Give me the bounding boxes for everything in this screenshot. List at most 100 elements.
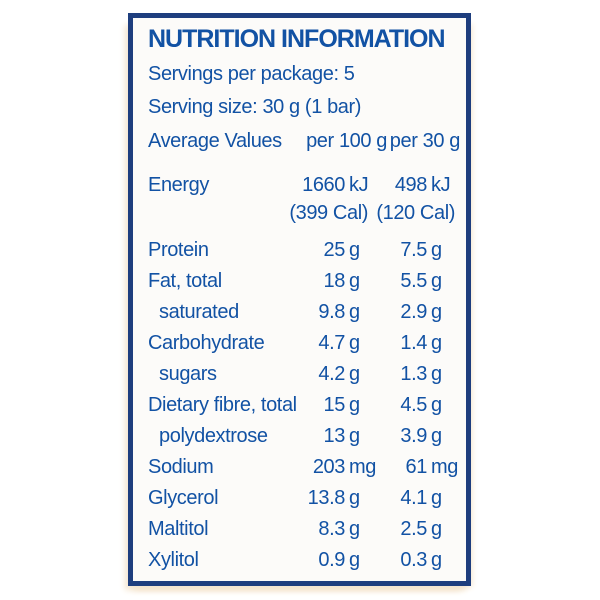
value-number: (399 Cal) xyxy=(289,202,368,224)
table-row: Protein 25 g 7.5 g xyxy=(148,235,455,266)
value-per-30g: 2.9 g xyxy=(368,297,455,328)
value-per-100g: 203 mg xyxy=(283,452,377,483)
table-row: Sodium 203 mg 61 mg xyxy=(148,452,459,483)
value-unit: g xyxy=(431,518,442,540)
value-per-100g: 18 g xyxy=(283,266,368,297)
table-row: sugars 4.2 g 1.3 g xyxy=(148,359,455,390)
value-per-100g: 8.3 g xyxy=(283,514,368,545)
value-number: 5.5 xyxy=(400,270,427,292)
row-label: Fat, total xyxy=(148,270,222,292)
value-unit: g xyxy=(431,363,442,385)
value-unit: g xyxy=(349,425,360,447)
value-number: 0.3 xyxy=(400,549,427,571)
value-unit: kJ xyxy=(431,174,451,196)
value-unit xyxy=(345,201,368,229)
value-per-30g: (120 Cal) xyxy=(368,201,455,229)
value-unit: g xyxy=(349,301,360,323)
value-number: 61 xyxy=(405,456,428,478)
value-number: 13 xyxy=(323,425,346,447)
value-per-30g: 0.3 g xyxy=(368,545,455,576)
value-number: 7.5 xyxy=(400,239,427,261)
row-label: Xylitol xyxy=(148,549,199,571)
value-per-30g: 4.5 g xyxy=(368,390,455,421)
table-row: Dietary fibre, total 15 g 4.5 g xyxy=(148,390,455,421)
value-per-30g: 4.1 g xyxy=(368,483,455,514)
value-unit: g xyxy=(431,394,442,416)
table-row: Energy 1660 kJ 498 kJ xyxy=(148,170,455,201)
value-per-100g: 1660 kJ xyxy=(283,170,369,201)
value-per-30g: 61 mg xyxy=(368,452,459,483)
value-number: 18 xyxy=(323,270,346,292)
table-row: Carbohydrate 4.7 g 1.4 g xyxy=(148,328,455,359)
value-unit: g xyxy=(431,239,442,261)
row-label: Glycerol xyxy=(148,487,219,509)
value-number: 25 xyxy=(323,239,346,261)
row-label: sugars xyxy=(159,363,217,385)
value-unit: kJ xyxy=(349,174,369,196)
value-per-30g: 2.5 g xyxy=(368,514,455,545)
value-unit xyxy=(427,201,455,229)
table-row: saturated 9.8 g 2.9 g xyxy=(148,297,455,328)
value-unit: g xyxy=(349,518,360,540)
value-number: 8.3 xyxy=(318,518,345,540)
value-number: 15 xyxy=(323,394,346,416)
value-unit: g xyxy=(431,270,442,292)
table-row: Fat, total 18 g 5.5 g xyxy=(148,266,455,297)
value-per-30g: 498 kJ xyxy=(368,170,455,201)
value-unit: g xyxy=(431,425,442,447)
value-unit: g xyxy=(349,363,360,385)
value-per-30g: 1.3 g xyxy=(368,359,455,390)
value-per-30g: 7.5 g xyxy=(368,235,455,266)
row-label: saturated xyxy=(159,301,239,323)
value-number: 1.3 xyxy=(400,363,427,385)
value-number: 2.9 xyxy=(400,301,427,323)
value-number: 3.9 xyxy=(400,425,427,447)
value-per-100g: 4.2 g xyxy=(283,359,368,390)
table-row: Maltitol 8.3 g 2.5 g xyxy=(148,514,455,545)
servings-per-package-line: Servings per package: 5 xyxy=(148,63,355,85)
value-number: 1660 xyxy=(302,174,345,196)
value-unit: g xyxy=(431,549,442,571)
value-unit: g xyxy=(431,487,442,509)
value-per-100g: (399 Cal) xyxy=(283,201,368,229)
value-per-100g: 9.8 g xyxy=(283,297,368,328)
value-per-100g: 15 g xyxy=(283,390,368,421)
table-row: polydextrose 13 g 3.9 g xyxy=(148,421,455,452)
value-per-100g: 13 g xyxy=(283,421,368,452)
table-row: (399 Cal) (120 Cal) xyxy=(148,201,455,229)
value-unit: g xyxy=(349,332,360,354)
nutrition-panel: NUTRITION INFORMATION Servings per packa… xyxy=(128,13,471,586)
column-header-row: Average Values per 100 g per 30 g xyxy=(148,124,460,158)
panel-title: NUTRITION INFORMATION xyxy=(148,25,446,53)
value-number: 1.4 xyxy=(400,332,427,354)
row-label: polydextrose xyxy=(159,425,268,447)
row-label: Energy xyxy=(148,174,209,196)
serving-size-line: Serving size: 30 g (1 bar) xyxy=(148,96,362,118)
table-row: Xylitol 0.9 g 0.3 g xyxy=(148,545,455,576)
value-unit: g xyxy=(349,239,360,261)
value-unit: g xyxy=(349,270,360,292)
value-unit: g xyxy=(431,301,442,323)
value-number: 2.5 xyxy=(400,518,427,540)
value-number: 4.7 xyxy=(318,332,345,354)
value-unit: mg xyxy=(349,456,376,478)
value-unit: g xyxy=(431,332,442,354)
value-number: (120 Cal) xyxy=(376,202,455,224)
value-per-100g: 0.9 g xyxy=(283,545,368,576)
row-label: Sodium xyxy=(148,456,214,478)
row-label: Carbohydrate xyxy=(148,332,265,354)
row-label: Maltitol xyxy=(148,518,209,540)
col-header-per-30g: per 30 g xyxy=(389,130,461,152)
value-per-100g: 25 g xyxy=(283,235,368,266)
average-values-label: Average Values xyxy=(148,130,282,152)
value-number: 4.2 xyxy=(318,363,345,385)
value-unit: g xyxy=(349,487,360,509)
nutrition-rows: Energy 1660 kJ 498 kJ (399 Cal) (120 Cal) Prote… xyxy=(148,170,459,576)
value-per-30g: 3.9 g xyxy=(368,421,455,452)
row-label: Protein xyxy=(148,239,209,261)
value-unit: g xyxy=(349,394,360,416)
row-label xyxy=(148,201,283,229)
value-number: 4.5 xyxy=(400,394,427,416)
row-label: Dietary fibre, total xyxy=(148,394,297,416)
value-number: 9.8 xyxy=(318,301,345,323)
